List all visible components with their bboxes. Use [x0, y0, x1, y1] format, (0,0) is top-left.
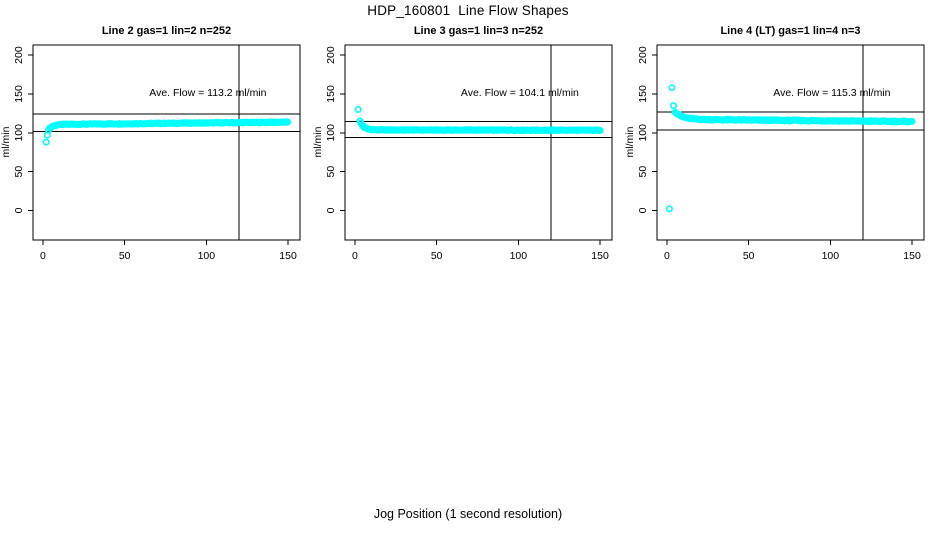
x-tick-label: 0	[664, 250, 670, 262]
data-point	[665, 205, 673, 213]
y-tick-label: 0	[13, 207, 25, 213]
panel-title: Line 4 (LT) gas=1 lin=4 n=3	[720, 25, 860, 37]
figure-title: HDP_160801 Line Flow Shapes	[367, 3, 569, 18]
y-tick-label: 0	[325, 207, 337, 213]
axis-box	[344, 44, 613, 241]
y-tick-label: 50	[637, 166, 649, 178]
panel-canvas: 0 50 100 150 0 50 100 150 200 ml/min Ave. Flow = 1…	[624, 25, 925, 262]
data-point	[596, 127, 604, 135]
x-tick-label: 0	[40, 250, 46, 262]
x-tick-label: 50	[431, 250, 443, 262]
y-axis-unit-label: ml/min	[624, 126, 636, 157]
y-tick-label: 50	[13, 166, 25, 178]
data-point	[42, 138, 50, 146]
y-tick-label: 200	[637, 46, 649, 64]
x-tick-label: 100	[822, 250, 840, 262]
panel-canvas: 0 50 100 150 0 50 100 150 200 ml/min Ave. Flow = 1…	[0, 25, 301, 262]
data-point	[284, 118, 292, 126]
x-tick-label: 100	[510, 250, 528, 262]
y-axis-unit-label: ml/min	[312, 126, 324, 157]
plot-panel: 0 50 100 150 0 50 100 150 200 ml/min Ave. Flow = 1…	[624, 0, 936, 270]
axis-box	[32, 44, 301, 241]
x-axis-label: Jog Position (1 second resolution)	[373, 507, 563, 521]
avg-flow-annotation: Ave. Flow = 104.1 ml/min	[461, 87, 579, 99]
avg-flow-annotation: Ave. Flow = 115.3 ml/min	[773, 87, 890, 99]
data-point	[668, 84, 676, 92]
data-points-layer	[665, 84, 916, 213]
data-point	[354, 106, 362, 114]
plot-panel: 0 50 100 150 0 50 100 150 200 ml/min Ave. Flow = 1…	[0, 0, 312, 270]
y-tick-label: 100	[637, 124, 649, 142]
y-tick-label: 200	[325, 46, 337, 64]
plot-panel: 0 50 100 150 0 50 100 150 200 ml/min Ave. Flow = 1…	[312, 0, 624, 270]
x-tick-label: 50	[743, 250, 755, 262]
x-tick-label: 150	[591, 250, 609, 262]
avg-flow-annotation: Ave. Flow = 113.2 ml/min	[149, 87, 266, 99]
y-tick-label: 200	[13, 46, 25, 64]
data-point	[908, 117, 916, 125]
panel-canvas: 0 50 100 150 0 50 100 150 200 ml/min Ave. Flow = 1…	[312, 25, 613, 262]
axis-box	[656, 44, 925, 241]
y-tick-label: 100	[325, 124, 337, 142]
data-points-layer	[354, 106, 604, 135]
x-tick-label: 50	[119, 250, 131, 262]
y-tick-label: 150	[637, 85, 649, 103]
y-axis-unit-label: ml/min	[0, 126, 12, 157]
y-tick-label: 0	[637, 207, 649, 213]
data-point	[669, 102, 677, 110]
panel-title: Line 2 gas=1 lin=2 n=252	[102, 25, 231, 37]
x-tick-label: 100	[198, 250, 216, 262]
y-tick-label: 150	[325, 85, 337, 103]
panel-title: Line 3 gas=1 lin=3 n=252	[414, 25, 543, 37]
x-tick-label: 150	[903, 250, 921, 262]
y-tick-label: 100	[13, 124, 25, 142]
data-points-layer	[42, 118, 292, 146]
x-tick-label: 0	[352, 250, 358, 262]
y-tick-label: 150	[13, 85, 25, 103]
panels-container: 0 50 100 150 0 50 100 150 200 ml/min Ave. Flow = 1…	[0, 0, 936, 270]
x-tick-label: 150	[279, 250, 297, 262]
y-tick-label: 50	[325, 166, 337, 178]
